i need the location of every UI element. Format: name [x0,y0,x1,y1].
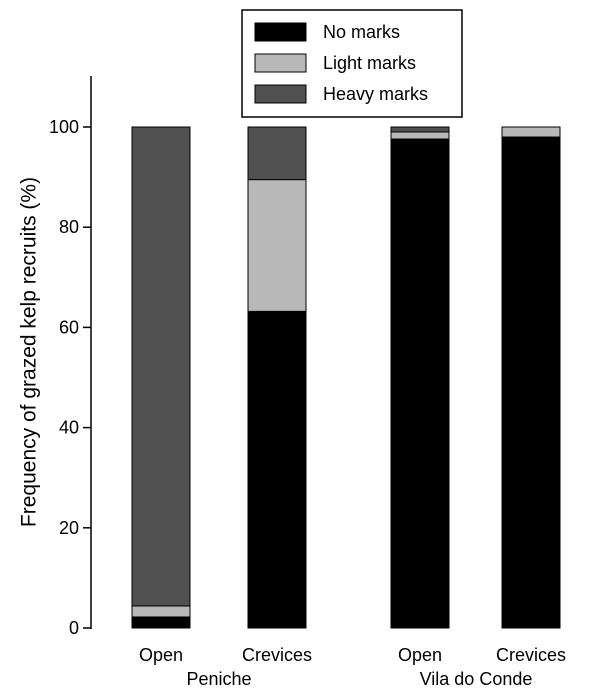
y-axis-label: Frequency of grazed kelp recruits (%) [18,177,41,527]
x-tick-label: Open [139,645,183,665]
y-tick-label: 0 [69,618,79,638]
x-tick-labels: Open Crevices Open Crevices [139,645,566,665]
bar-segment-heavy-marks [390,126,450,133]
legend-swatch-heavy-marks [254,84,307,104]
bar-segment-no-marks [247,310,307,629]
legend-label: No marks [323,22,400,42]
bar-segment-light-marks [501,126,561,138]
y-tick-label: 20 [59,518,79,538]
y-tick-label: 100 [49,117,79,137]
y-tick-label: 80 [59,217,79,237]
group-label: Peniche [186,669,251,689]
y-tick-label: 60 [59,317,79,337]
bar-segment-light-marks [390,131,450,140]
legend-swatch-light-marks [254,53,307,73]
bar-segment-light-marks [131,605,191,618]
x-tick-label: Open [398,645,442,665]
legend-label: Heavy marks [323,84,428,104]
y-ticks: 0 20 40 60 80 100 [49,117,91,638]
x-tick-label: Crevices [496,645,566,665]
legend-swatch-no-marks [254,22,307,42]
legend: No marks Light marks Heavy marks [241,9,463,118]
y-tick-label: 40 [59,418,79,438]
legend-label: Light marks [323,53,416,73]
axes-layer: 0 20 40 60 80 100 Open Crevices Open Crevices Pe… [49,76,566,689]
bar-segment-no-marks [390,138,450,629]
x-tick-label: Crevices [242,645,312,665]
group-label: Vila do Conde [420,669,533,689]
group-labels: Peniche Vila do Conde [186,669,532,689]
bar-segment-no-marks [131,616,191,629]
bars-layer [131,126,561,629]
bar-segment-heavy-marks [247,126,307,181]
bar-segment-no-marks [501,136,561,629]
bar-segment-heavy-marks [131,126,191,607]
bar-segment-light-marks [247,179,307,312]
